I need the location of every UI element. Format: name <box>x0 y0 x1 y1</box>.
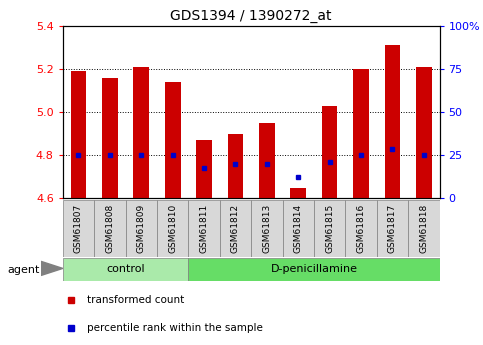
Text: GSM61810: GSM61810 <box>168 204 177 253</box>
Bar <box>259 123 275 198</box>
Text: D-penicillamine: D-penicillamine <box>270 265 357 274</box>
Title: GDS1394 / 1390272_at: GDS1394 / 1390272_at <box>170 9 332 23</box>
Bar <box>196 140 212 198</box>
Text: percentile rank within the sample: percentile rank within the sample <box>87 323 263 333</box>
Bar <box>102 78 118 198</box>
Text: GSM61817: GSM61817 <box>388 204 397 253</box>
Text: GSM61807: GSM61807 <box>74 204 83 253</box>
Text: GSM61813: GSM61813 <box>262 204 271 253</box>
Bar <box>353 69 369 198</box>
Bar <box>322 106 338 198</box>
FancyBboxPatch shape <box>377 200 408 257</box>
FancyBboxPatch shape <box>188 200 220 257</box>
Text: GSM61818: GSM61818 <box>419 204 428 253</box>
Text: GSM61811: GSM61811 <box>199 204 209 253</box>
Text: GSM61809: GSM61809 <box>137 204 146 253</box>
FancyBboxPatch shape <box>126 200 157 257</box>
FancyBboxPatch shape <box>314 200 345 257</box>
FancyBboxPatch shape <box>63 200 94 257</box>
Text: agent: agent <box>7 265 40 275</box>
Bar <box>165 82 181 198</box>
Bar <box>133 67 149 198</box>
Bar <box>188 258 440 281</box>
Text: transformed count: transformed count <box>87 295 185 305</box>
Bar <box>384 45 400 198</box>
Text: GSM61816: GSM61816 <box>356 204 366 253</box>
Bar <box>290 188 306 198</box>
Text: GSM61812: GSM61812 <box>231 204 240 253</box>
Text: GSM61815: GSM61815 <box>325 204 334 253</box>
Text: GSM61814: GSM61814 <box>294 204 303 253</box>
Text: control: control <box>106 265 145 274</box>
Bar <box>63 258 188 281</box>
FancyBboxPatch shape <box>345 200 377 257</box>
FancyBboxPatch shape <box>94 200 126 257</box>
FancyBboxPatch shape <box>251 200 283 257</box>
Bar <box>227 134 243 198</box>
Bar <box>416 67 432 198</box>
Bar <box>71 71 86 198</box>
FancyBboxPatch shape <box>283 200 314 257</box>
FancyBboxPatch shape <box>220 200 251 257</box>
FancyBboxPatch shape <box>408 200 440 257</box>
Polygon shape <box>41 262 63 275</box>
FancyBboxPatch shape <box>157 200 188 257</box>
Text: GSM61808: GSM61808 <box>105 204 114 253</box>
